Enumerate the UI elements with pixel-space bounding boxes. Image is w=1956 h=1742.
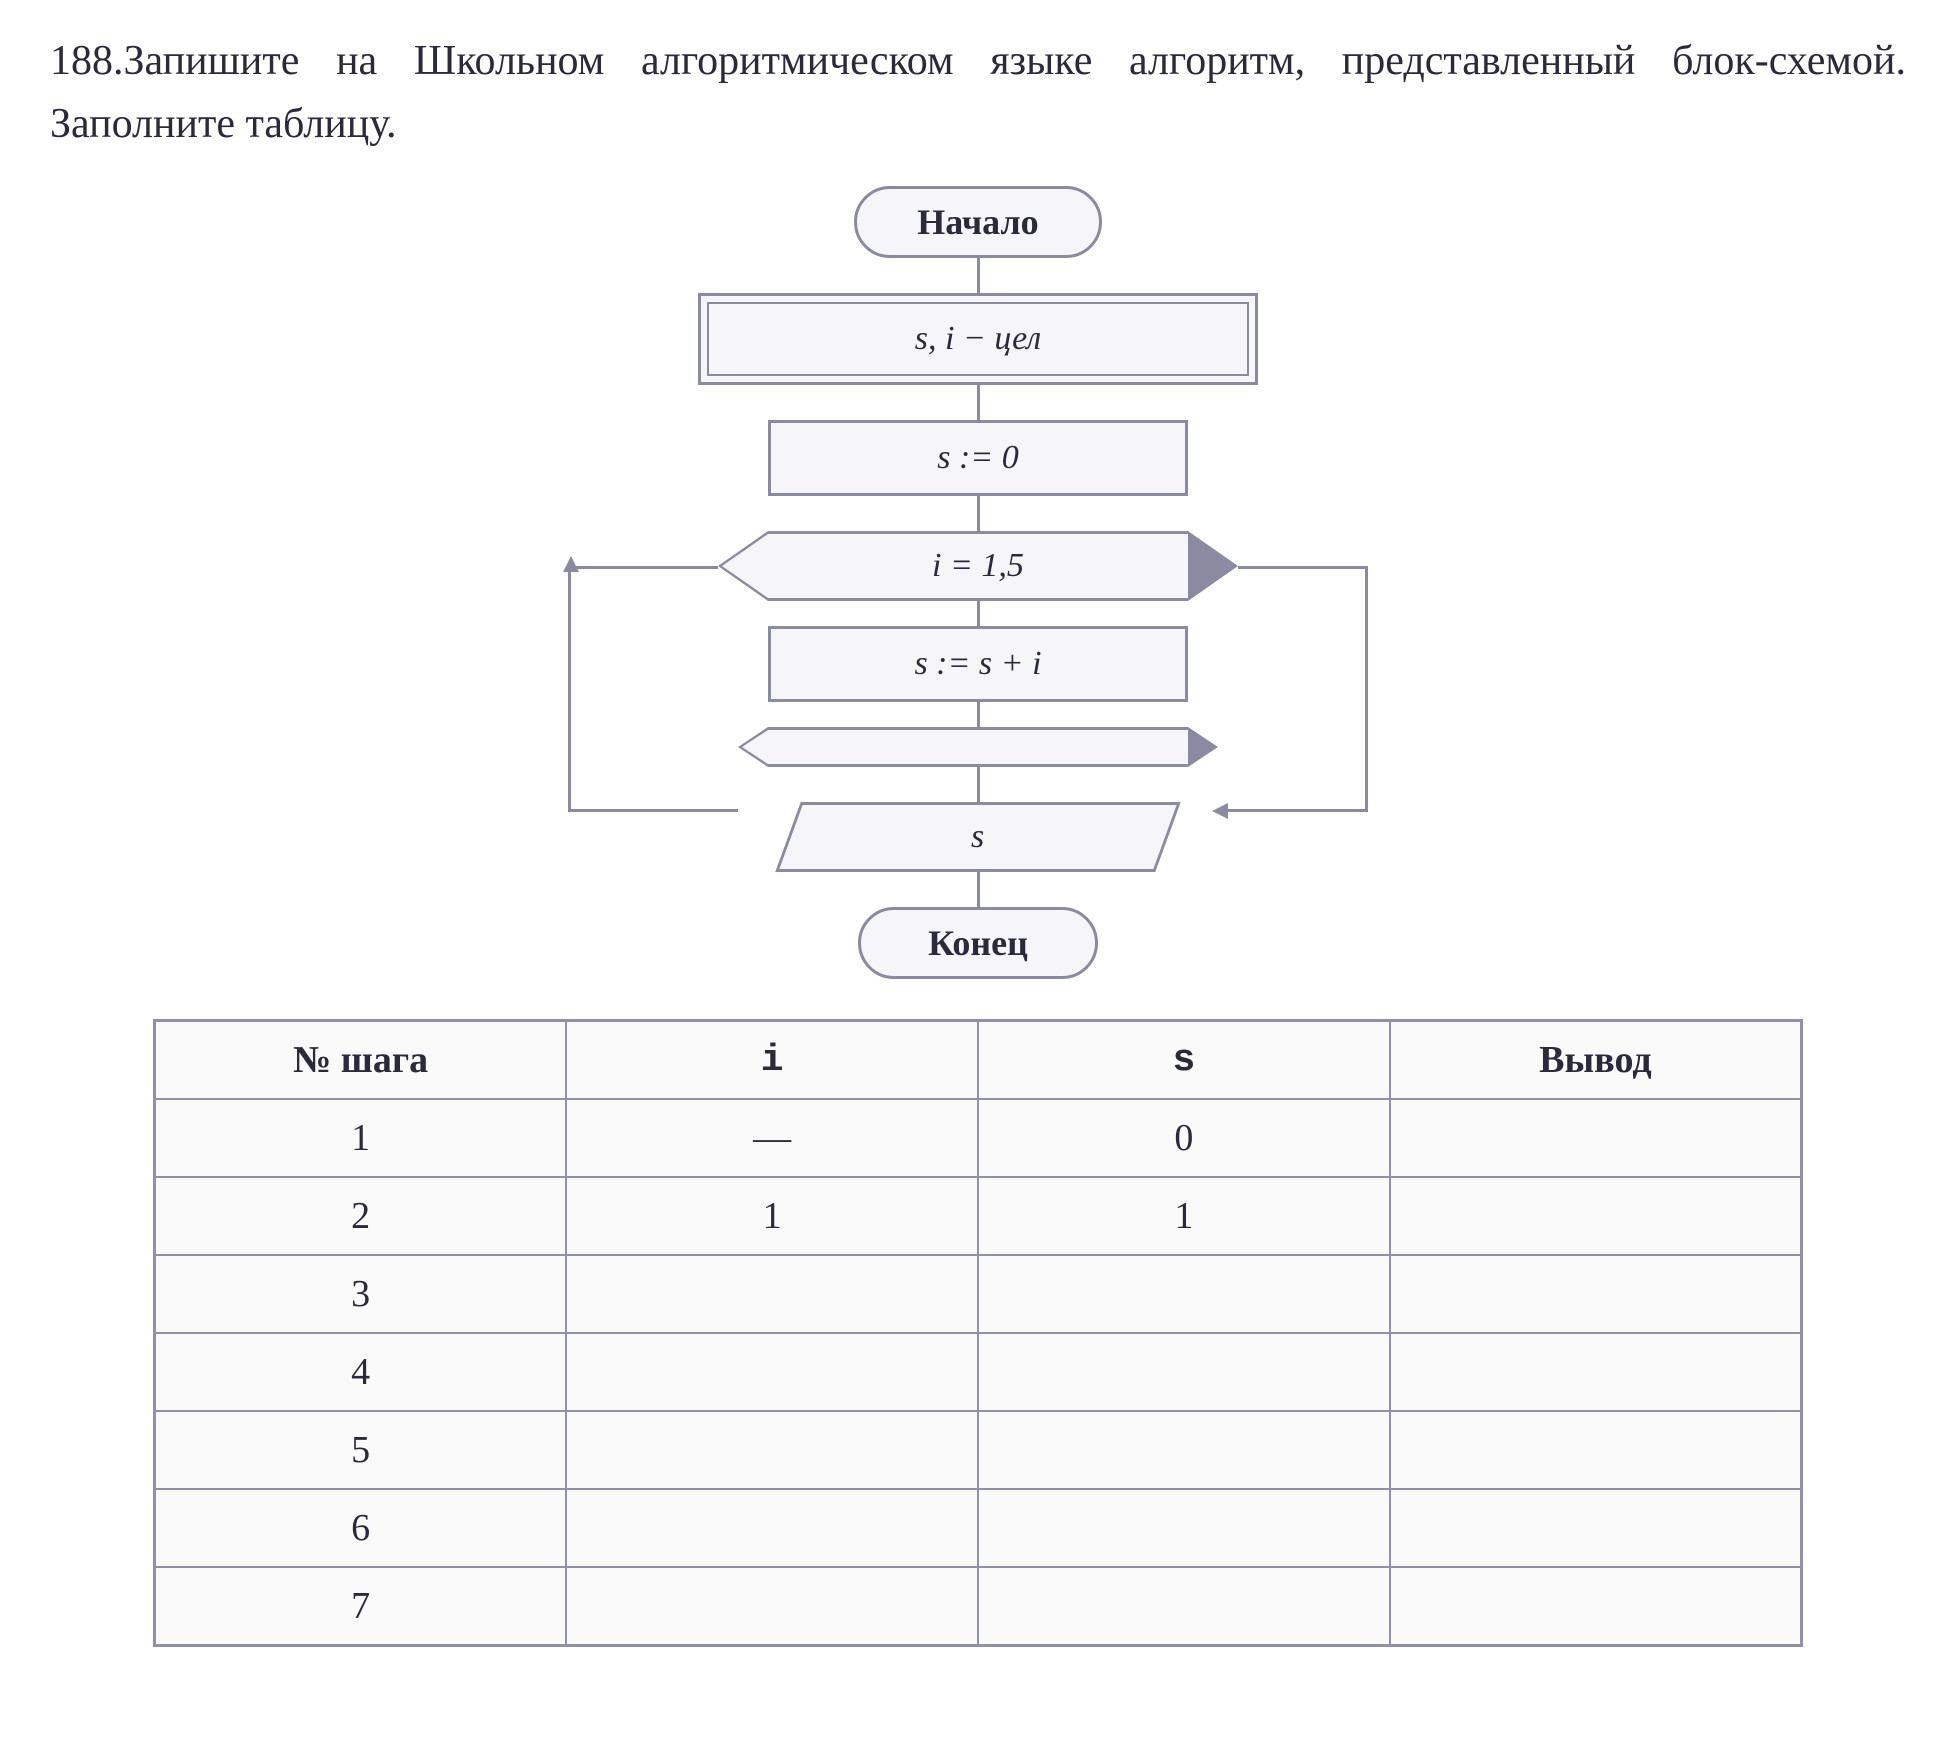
cell-output[interactable]: [1390, 1411, 1802, 1489]
flowchart-loop-header: i = 1,5: [768, 531, 1188, 601]
cell-s[interactable]: [978, 1567, 1390, 1646]
problem-statement: 188.Запишите на Школьном алгоритмическом…: [50, 30, 1906, 156]
arrow-left-icon: [1212, 803, 1228, 819]
cell-i[interactable]: [566, 1489, 978, 1567]
table-body: 1 — 0 2 1 1 3 4 5 6: [155, 1099, 1802, 1646]
table-row: 5: [155, 1411, 1802, 1489]
flowchart-loop-footer: [768, 727, 1188, 767]
loop-back-line: [1238, 566, 1368, 569]
cell-step: 2: [155, 1177, 567, 1255]
loop-back-line: [568, 566, 718, 569]
flowchart-diagram: Начало s, i − цел s := 0 i = 1,5 s := s …: [578, 186, 1378, 979]
loop-back-line: [1365, 566, 1368, 811]
problem-number: 188.: [50, 38, 124, 84]
cell-i: 1: [566, 1177, 978, 1255]
cell-output[interactable]: [1390, 1333, 1802, 1411]
connector-line: [977, 258, 980, 293]
cell-output: [1390, 1255, 1802, 1333]
cell-s[interactable]: [978, 1333, 1390, 1411]
flowchart-declaration-text: s, i − цел: [707, 302, 1249, 376]
table-row: 1 — 0: [155, 1099, 1802, 1177]
cell-step: 7: [155, 1567, 567, 1646]
cell-step: 3: [155, 1255, 567, 1333]
connector-line: [977, 601, 980, 626]
flowchart-start: Начало: [854, 186, 1101, 258]
cell-s: 1: [978, 1177, 1390, 1255]
cell-output[interactable]: [1390, 1099, 1802, 1177]
table-row: 2 1 1: [155, 1177, 1802, 1255]
header-step: № шага: [155, 1021, 567, 1100]
loop-header-text: i = 1,5: [932, 547, 1024, 585]
table-row: 3: [155, 1255, 1802, 1333]
problem-body: Запишите на Школьном алгоритмическом язы…: [50, 38, 1906, 147]
cell-i[interactable]: [566, 1567, 978, 1646]
table-header-row: № шага i s Вывод: [155, 1021, 1802, 1100]
cell-step: 5: [155, 1411, 567, 1489]
cell-i[interactable]: [566, 1333, 978, 1411]
flowchart-end: Конец: [858, 907, 1098, 979]
header-i: i: [566, 1021, 978, 1100]
cell-step: 1: [155, 1099, 567, 1177]
loop-back-line: [568, 566, 571, 811]
connector-line: [977, 767, 980, 802]
connector-line: [977, 385, 980, 420]
table-row: 4: [155, 1333, 1802, 1411]
connector-line: [977, 702, 980, 727]
cell-s[interactable]: [978, 1255, 1390, 1333]
flowchart-output-block: s: [775, 802, 1180, 872]
arrow-up-icon: [563, 556, 579, 572]
table-row: 7: [155, 1567, 1802, 1646]
table-row: 6: [155, 1489, 1802, 1567]
cell-output[interactable]: [1390, 1489, 1802, 1567]
cell-step: 6: [155, 1489, 567, 1567]
flowchart-declaration-block: s, i − цел: [698, 293, 1258, 385]
flowchart-loop-body: s := s + i: [768, 626, 1188, 702]
loop-back-line: [568, 809, 738, 812]
header-s: s: [978, 1021, 1390, 1100]
cell-s[interactable]: [978, 1489, 1390, 1567]
header-output: Вывод: [1390, 1021, 1802, 1100]
cell-i[interactable]: [566, 1411, 978, 1489]
cell-s[interactable]: [978, 1411, 1390, 1489]
connector-line: [977, 872, 980, 907]
cell-i: —: [566, 1099, 978, 1177]
cell-step: 4: [155, 1333, 567, 1411]
cell-output[interactable]: [1390, 1567, 1802, 1646]
flowchart-loop: i = 1,5 s := s + i: [768, 531, 1188, 767]
trace-table: № шага i s Вывод 1 — 0 2 1 1 3 4: [153, 1019, 1803, 1647]
cell-s: 0: [978, 1099, 1390, 1177]
flowchart-init-block: s := 0: [768, 420, 1188, 496]
loop-back-line: [1218, 809, 1368, 812]
cell-i[interactable]: [566, 1255, 978, 1333]
cell-output[interactable]: [1390, 1177, 1802, 1255]
output-text: s: [971, 818, 984, 856]
connector-line: [977, 496, 980, 531]
